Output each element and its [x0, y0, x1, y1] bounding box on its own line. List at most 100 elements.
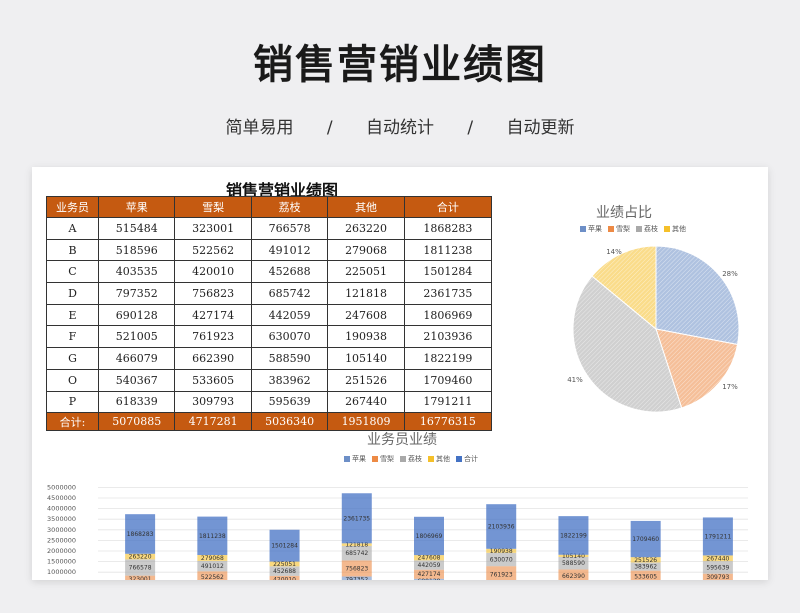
table-row: F 521005 761923 630070 190938 2103936: [46, 325, 493, 349]
bar-data-label: 533605: [634, 573, 657, 580]
table-cell: 761923: [174, 325, 252, 349]
bar-data-label: 685742: [345, 550, 368, 557]
bar-data-label: 323001: [129, 576, 152, 580]
legend-swatch: [428, 456, 434, 462]
pie-data-label: 28%: [722, 270, 738, 278]
table-cell: 491012: [250, 238, 329, 262]
table-cell: C: [46, 260, 99, 284]
bar-chart-title: 业务员业绩: [367, 432, 437, 448]
bar-segment: [341, 576, 372, 580]
bar-data-label: 190938: [490, 548, 513, 555]
table-row: G 466079 662390 588590 105140 1822199: [46, 347, 493, 370]
bar-data-label: 427174: [418, 571, 441, 578]
bar-segment: [486, 552, 517, 567]
bar-segment: [414, 569, 444, 579]
table-cell: E: [46, 303, 99, 327]
pie-data-label: 14%: [606, 248, 622, 256]
pie-slice-hatch: [573, 276, 682, 412]
bar-segment: [269, 561, 300, 567]
tag-separator: /: [467, 118, 474, 138]
legend-item: 荔枝: [636, 224, 658, 234]
bar-data-label: 121818: [345, 542, 368, 549]
table-cell: F: [46, 325, 99, 349]
table-cell: 618339: [97, 390, 176, 414]
table-cell: 690128: [97, 303, 176, 327]
bar-segment: [702, 517, 733, 556]
y-tick-label: 2000000: [47, 547, 76, 555]
page-title: 销售营销业绩图: [253, 42, 547, 88]
bar-segment: [414, 555, 444, 561]
table-cell: 630070: [250, 325, 329, 349]
table-row: P 618339 309793 595639 267440 1791211: [46, 390, 493, 414]
legend-swatch: [636, 226, 642, 232]
bar-segment: [197, 571, 228, 580]
bar-data-label: 662390: [562, 573, 585, 580]
legend-label: 苹果: [352, 455, 366, 463]
table-cell: 452688: [250, 260, 329, 284]
bar-data-label: 1822199: [560, 532, 587, 539]
table-cell: 588590: [250, 347, 329, 370]
table-cell: 2361735: [403, 282, 493, 305]
bar-data-label: 1709460: [632, 536, 659, 543]
legend-label: 雪梨: [380, 455, 394, 463]
bar-segment: [197, 516, 228, 556]
table-cell: 515484: [97, 217, 176, 240]
total-cell: 4717281: [174, 412, 252, 432]
bar-data-label: 1806969: [416, 533, 443, 540]
bar-data-label: 491012: [201, 563, 224, 570]
bar-data-label: 595639: [706, 564, 729, 571]
pie-slice-hatch: [656, 329, 738, 408]
bar-data-label: 756823: [345, 565, 368, 572]
pie-data-label: 41%: [567, 376, 583, 384]
stacked-bar-chart: 1000000 1500000 2000000 2500000 3000000 35000…: [47, 483, 748, 580]
bar-segment: [702, 561, 733, 574]
table-cell: 105140: [327, 347, 405, 370]
table-row: B 518596 522562 491012 279068 1811238: [46, 238, 493, 262]
bar-data-label: 630070: [490, 557, 513, 564]
table-cell: 442059: [250, 303, 329, 327]
bar-data-label: 1791211: [705, 533, 732, 540]
pie-chart: 28% 17% 41% 14%: [567, 245, 740, 413]
bar-segment: [125, 514, 156, 554]
bar-segment: [486, 566, 517, 580]
bar-data-label: 690128: [418, 578, 441, 580]
sales-table: 业务员 苹果 雪梨 荔枝 其他 合计 A 515484 323001 766578 263220 1…: [46, 196, 493, 432]
table-cell: 251526: [327, 368, 405, 392]
bar-segment: [414, 516, 444, 556]
column-header: 合计: [403, 196, 493, 218]
table-cell: 1709460: [403, 368, 493, 392]
table-row: D 797352 756823 685742 121818 2361735: [46, 282, 493, 305]
pie-legend: 苹果 雪梨 荔枝 其他: [580, 224, 692, 234]
table-body: A 515484 323001 766578 263220 1868283 B 518596 5…: [46, 217, 493, 432]
bar-segment: [558, 516, 589, 555]
legend-label: 其他: [672, 225, 686, 233]
column-header: 荔枝: [250, 196, 329, 218]
bar-data-label: 105140: [562, 553, 585, 560]
table-cell: 1791211: [403, 390, 493, 414]
total-row: 合计: 5070885 4717281 5036340 1951809 16776315: [46, 412, 493, 432]
table-row: C 403535 420010 452688 225051 1501284: [46, 260, 493, 284]
bar-segment: [558, 556, 589, 570]
tag-easy: 简单易用: [225, 118, 294, 138]
legend-label: 荔枝: [644, 225, 658, 233]
bar-segment: [269, 575, 300, 580]
table-cell: 309793: [174, 390, 252, 414]
bar-data-label: 309793: [706, 574, 729, 580]
table-cell: D: [46, 282, 99, 305]
table-cell: P: [46, 390, 99, 414]
bar-segment: [197, 560, 228, 572]
bar-data-label: 766578: [129, 564, 152, 571]
table-cell: 1811238: [403, 238, 493, 262]
table-cell: 518596: [97, 238, 176, 262]
total-cell: 合计:: [46, 412, 99, 432]
legend-swatch: [580, 226, 586, 232]
y-tick-label: 1000000: [47, 568, 76, 576]
table-cell: 766578: [250, 217, 329, 240]
legend-label: 其他: [436, 455, 450, 463]
legend-item: 合计: [456, 454, 478, 464]
table-cell: 1822199: [403, 347, 493, 370]
legend-swatch: [664, 226, 670, 232]
pie-slice-hatch: [592, 246, 656, 329]
bar-segment: [558, 554, 589, 557]
table-cell: 797352: [97, 282, 176, 305]
